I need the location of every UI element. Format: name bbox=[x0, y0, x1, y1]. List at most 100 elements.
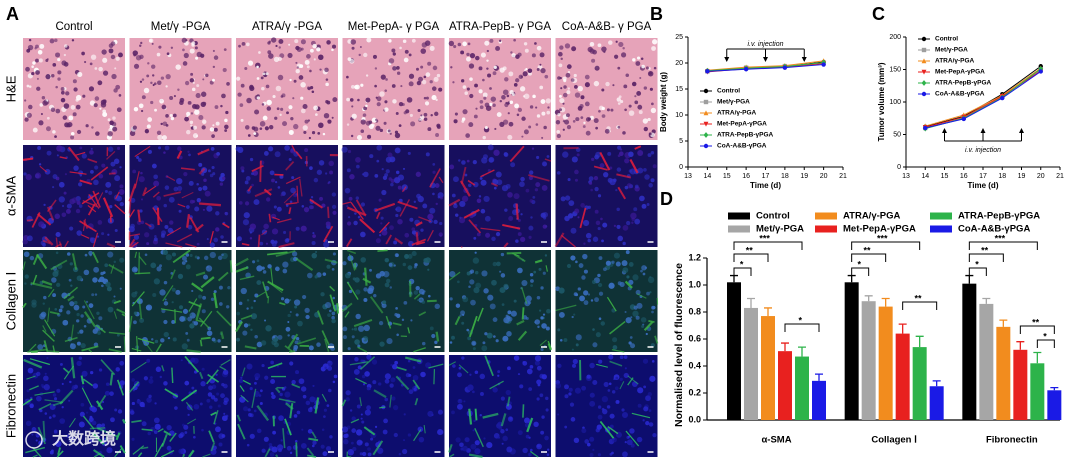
y-tick-label: 0.8 bbox=[688, 306, 701, 316]
texture bbox=[113, 295, 116, 298]
texture bbox=[85, 300, 89, 303]
texture bbox=[44, 319, 56, 337]
texture bbox=[652, 39, 658, 45]
texture bbox=[534, 360, 540, 366]
texture bbox=[64, 44, 68, 48]
texture bbox=[77, 71, 83, 78]
texture bbox=[529, 199, 534, 203]
texture bbox=[91, 420, 97, 426]
texture bbox=[259, 160, 262, 182]
texture bbox=[108, 127, 113, 133]
texture bbox=[242, 330, 248, 336]
texture bbox=[345, 390, 351, 396]
texture bbox=[500, 413, 507, 427]
texture bbox=[607, 426, 619, 435]
texture bbox=[250, 328, 253, 332]
texture bbox=[615, 399, 620, 404]
texture bbox=[186, 338, 190, 342]
texture bbox=[107, 233, 110, 236]
texture bbox=[425, 362, 432, 369]
texture bbox=[280, 297, 285, 301]
texture bbox=[107, 118, 111, 122]
texture bbox=[407, 359, 411, 363]
texture bbox=[259, 241, 264, 246]
texture bbox=[581, 385, 587, 391]
texture bbox=[199, 339, 203, 347]
micrograph bbox=[448, 355, 551, 459]
texture bbox=[97, 279, 101, 283]
texture bbox=[374, 118, 378, 122]
texture bbox=[474, 428, 484, 448]
micrograph-bg bbox=[23, 145, 125, 247]
texture bbox=[73, 304, 80, 311]
bar bbox=[895, 333, 910, 420]
texture bbox=[332, 210, 337, 215]
texture bbox=[540, 430, 545, 435]
texture bbox=[153, 278, 160, 285]
texture bbox=[59, 156, 67, 160]
texture bbox=[427, 410, 434, 417]
texture bbox=[259, 389, 263, 393]
texture bbox=[650, 150, 655, 155]
texture bbox=[185, 260, 188, 263]
texture bbox=[81, 153, 87, 159]
legend-label: Met-PepA-γPGA bbox=[843, 224, 916, 235]
texture bbox=[652, 432, 657, 438]
texture bbox=[24, 117, 29, 122]
texture bbox=[130, 197, 136, 203]
micrograph-bg bbox=[129, 355, 232, 457]
texture bbox=[353, 220, 358, 226]
texture bbox=[287, 313, 291, 318]
texture bbox=[534, 321, 537, 324]
texture bbox=[163, 151, 166, 154]
texture bbox=[85, 124, 89, 128]
column-header: Control bbox=[55, 21, 92, 33]
texture bbox=[165, 123, 169, 127]
texture bbox=[172, 337, 177, 342]
legend-label: Met-PepA-γPGA bbox=[717, 121, 767, 128]
texture bbox=[449, 453, 455, 458]
texture bbox=[67, 295, 75, 302]
texture bbox=[184, 80, 190, 86]
texture bbox=[469, 315, 478, 338]
texture bbox=[359, 397, 363, 407]
texture bbox=[386, 278, 391, 284]
texture bbox=[318, 160, 325, 166]
texture bbox=[513, 193, 520, 200]
texture bbox=[379, 406, 386, 409]
texture bbox=[565, 113, 570, 118]
texture bbox=[624, 108, 627, 112]
texture bbox=[76, 341, 81, 346]
texture bbox=[423, 258, 428, 263]
texture bbox=[188, 449, 195, 458]
texture bbox=[404, 232, 410, 238]
texture bbox=[109, 205, 113, 209]
texture bbox=[597, 226, 601, 231]
texture bbox=[119, 380, 126, 386]
texture bbox=[349, 409, 353, 412]
texture bbox=[146, 242, 150, 246]
texture bbox=[240, 287, 247, 295]
y-tick-label: 1.0 bbox=[688, 279, 701, 289]
texture bbox=[288, 350, 296, 353]
texture bbox=[363, 106, 368, 111]
texture bbox=[270, 392, 274, 396]
texture bbox=[110, 417, 115, 423]
texture bbox=[273, 56, 280, 63]
texture bbox=[42, 302, 45, 305]
texture bbox=[108, 172, 116, 175]
texture bbox=[564, 394, 569, 399]
texture bbox=[648, 409, 652, 412]
texture bbox=[83, 311, 96, 328]
texture bbox=[402, 167, 406, 170]
texture bbox=[597, 282, 603, 288]
texture bbox=[110, 54, 116, 60]
texture bbox=[236, 337, 240, 342]
texture bbox=[536, 45, 542, 51]
texture bbox=[110, 264, 115, 274]
texture bbox=[116, 195, 123, 202]
texture bbox=[391, 84, 396, 88]
texture bbox=[300, 82, 306, 88]
texture bbox=[92, 232, 99, 248]
texture bbox=[309, 396, 316, 403]
